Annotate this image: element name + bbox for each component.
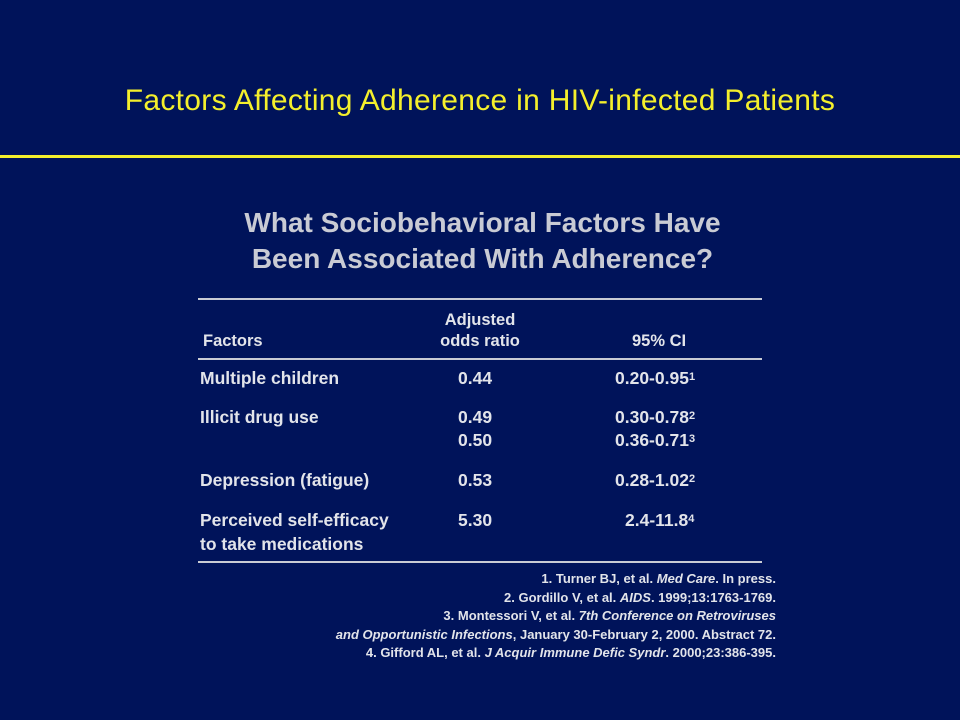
title-divider bbox=[0, 155, 960, 158]
reference-item: 1. Turner BJ, et al. Med Care. In press. bbox=[541, 571, 776, 586]
reference-marker: 2 bbox=[688, 410, 696, 422]
ci-cell: 0.30-0.782 bbox=[615, 406, 695, 431]
column-header-odds-line-1: Adjusted bbox=[444, 311, 516, 329]
odds-ratio-cell: 0.53 bbox=[458, 470, 493, 490]
ci-cell: 0.28-1.022 bbox=[615, 469, 695, 494]
column-header-odds-ratio: Adjusted odds ratio bbox=[420, 310, 540, 352]
column-header-odds-line-2: odds ratio bbox=[440, 332, 520, 350]
column-header-ci: 95% CI bbox=[632, 332, 687, 350]
ci-cell: 0.36-0.713 bbox=[615, 429, 695, 454]
odds-ratio-cell: 0.44 bbox=[458, 368, 493, 388]
figure-heading-line-1: What Sociobehavioral Factors Have bbox=[244, 207, 721, 238]
figure-heading: What Sociobehavioral Factors Have Been A… bbox=[190, 205, 775, 277]
ci-value: 0.28-1.02 bbox=[615, 470, 689, 490]
factor-cell: Multiple children bbox=[200, 368, 340, 388]
figure-heading-line-2: Been Associated With Adherence? bbox=[251, 243, 714, 274]
factor-cell-line-2: to take medications bbox=[200, 534, 364, 554]
slide-title: Factors Affecting Adherence in HIV-infec… bbox=[124, 84, 836, 117]
factor-cell: Perceived self-efficacy bbox=[200, 510, 389, 530]
ci-value: 0.36-0.71 bbox=[615, 430, 689, 450]
ci-cell: 0.20-0.951 bbox=[615, 367, 695, 392]
table-top-rule bbox=[198, 298, 762, 300]
odds-ratio-cell: 0.49 bbox=[458, 407, 493, 427]
reference-item: and Opportunistic Infections, January 30… bbox=[335, 626, 776, 642]
reference-item: 3. Montessori V, et al. 7th Conference o… bbox=[443, 608, 776, 623]
factor-cell: Depression (fatigue) bbox=[200, 470, 370, 490]
odds-ratio-cell: 0.50 bbox=[458, 430, 493, 450]
table-header-rule bbox=[198, 358, 762, 360]
ci-cell: 2.4-11.84 bbox=[625, 509, 694, 534]
column-header-factors: Factors bbox=[203, 332, 263, 350]
ci-value: 0.20-0.95 bbox=[615, 368, 689, 388]
reference-marker: 4 bbox=[688, 513, 695, 525]
reference-item: 4. Gifford AL, et al. J Acquir Immune De… bbox=[365, 645, 776, 660]
ci-value: 0.30-0.78 bbox=[615, 407, 689, 427]
table-bottom-rule bbox=[198, 561, 762, 563]
reference-marker: 1 bbox=[688, 371, 696, 383]
odds-ratio-cell: 5.30 bbox=[458, 510, 493, 530]
reference-marker: 2 bbox=[688, 473, 696, 485]
factor-cell: Illicit drug use bbox=[200, 407, 319, 427]
reference-marker: 3 bbox=[688, 433, 696, 445]
reference-item: 2. Gordillo V, et al. AIDS. 1999;13:1763… bbox=[504, 589, 776, 605]
ci-value: 2.4-11.8 bbox=[625, 510, 689, 530]
references: 1. Turner BJ, et al. Med Care. In press.… bbox=[336, 570, 776, 663]
